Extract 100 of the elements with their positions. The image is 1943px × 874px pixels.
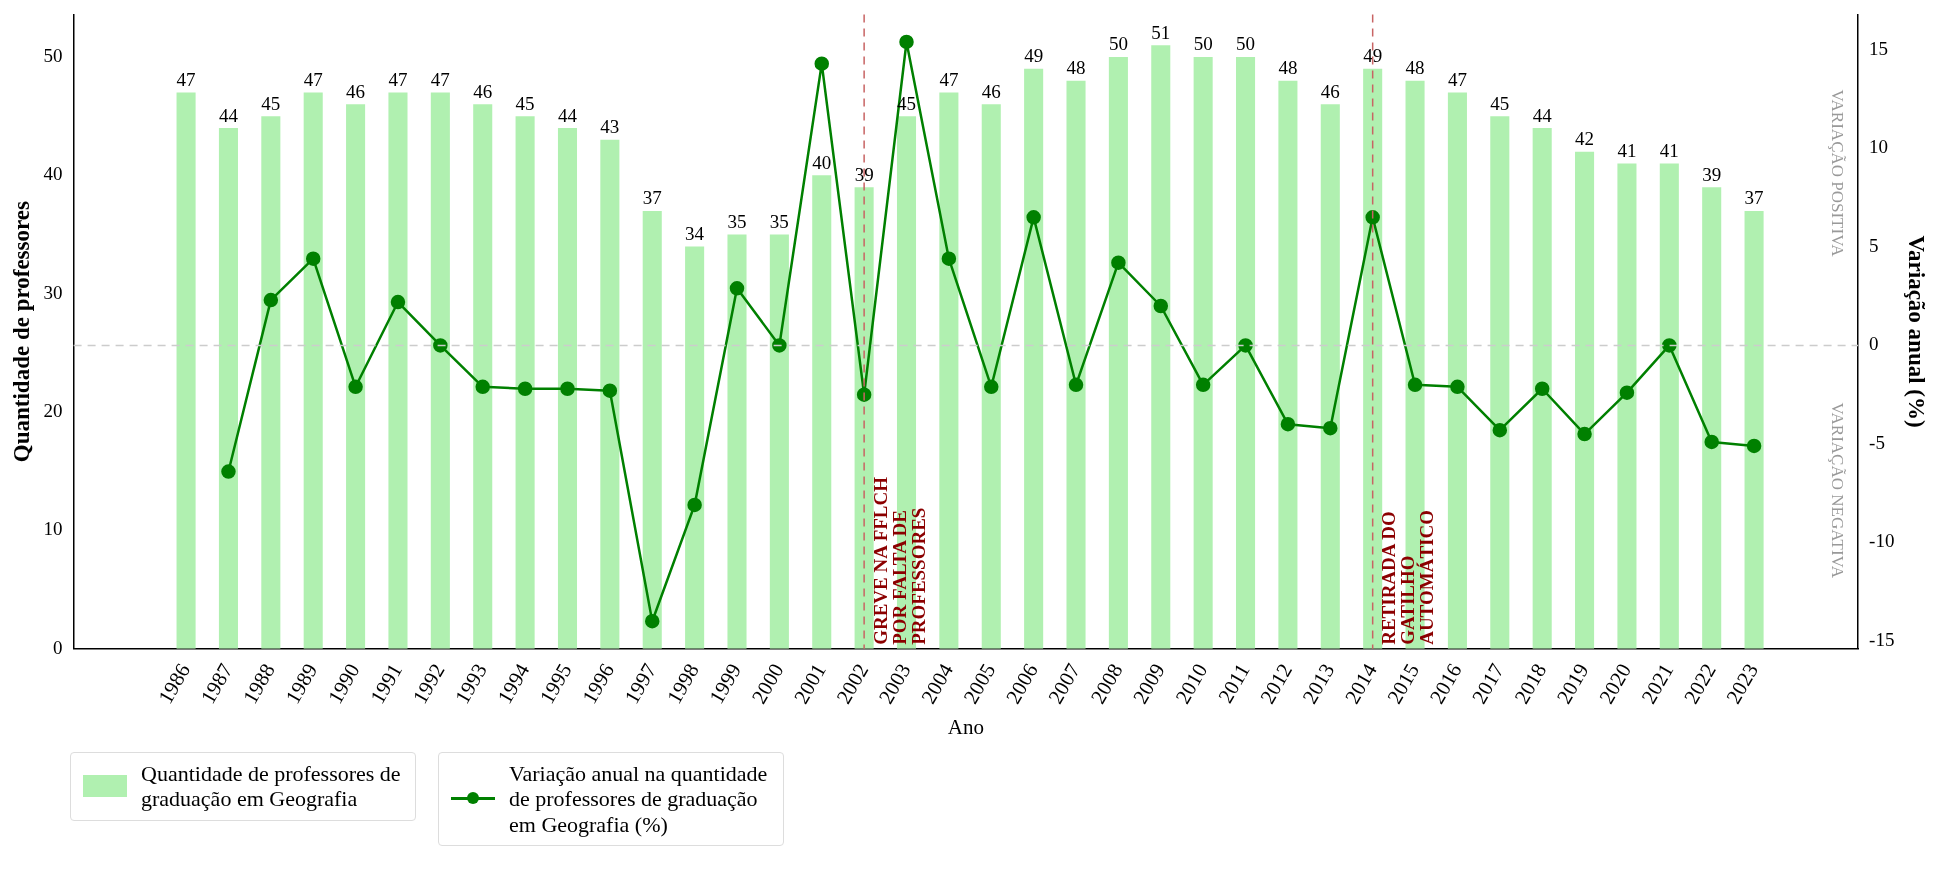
data-label: 37	[642, 187, 662, 209]
point	[1068, 377, 1084, 393]
data-label: 47	[939, 69, 959, 90]
point	[305, 251, 321, 266]
data-label: 42	[1575, 128, 1595, 150]
bar	[1447, 92, 1467, 649]
point	[1365, 210, 1380, 225]
bar	[642, 210, 662, 649]
bar	[1490, 116, 1510, 649]
point	[1450, 379, 1465, 395]
bar	[176, 92, 196, 649]
point	[941, 251, 957, 266]
bar	[218, 128, 238, 649]
data-label: 35	[769, 211, 789, 233]
point	[1026, 210, 1041, 225]
bar	[939, 92, 959, 649]
data-label: 45	[261, 92, 281, 114]
ref-line-label: RETIRADA DO GATILHO AUTOMÁTICO	[1378, 510, 1438, 645]
x-axis-title: Ano	[947, 714, 984, 739]
point	[517, 381, 533, 396]
data-label: 46	[1320, 80, 1340, 102]
data-label: 44	[557, 104, 578, 126]
y-tick-label: 10	[43, 518, 63, 540]
bar	[1320, 104, 1340, 649]
point	[1323, 420, 1338, 436]
point	[729, 281, 745, 296]
point	[390, 294, 406, 310]
data-label: 49	[1363, 45, 1383, 67]
bar	[1363, 68, 1383, 649]
data-label: 44	[1532, 104, 1553, 126]
data-label: 48	[1066, 57, 1086, 79]
data-label: 47	[176, 69, 196, 90]
bar	[727, 234, 747, 649]
data-label: 34	[685, 222, 705, 244]
data-label: 47	[303, 69, 323, 90]
data-label: 50	[1193, 33, 1213, 55]
point	[1280, 416, 1296, 432]
point	[1195, 377, 1211, 393]
bar	[1617, 163, 1637, 649]
data-label: 39	[1702, 163, 1722, 185]
data-label: 40	[812, 151, 832, 173]
bar	[1193, 57, 1213, 649]
y2-tick-label: 10	[1869, 136, 1889, 158]
point	[1111, 255, 1126, 270]
bar	[1702, 187, 1722, 649]
y2-tick-label: -15	[1869, 628, 1895, 650]
bar	[1236, 57, 1256, 649]
data-label: 44	[218, 104, 239, 126]
bar	[1108, 57, 1128, 649]
point	[221, 464, 236, 479]
text: VARIAÇÃO NEGATIVA	[1827, 402, 1847, 579]
point	[984, 379, 999, 395]
bar	[346, 104, 366, 649]
data-label: 50	[1108, 33, 1128, 55]
y2-tick-label: -5	[1869, 431, 1885, 453]
legend-label: Quantidade de professores de graduação em Geografia	[141, 761, 402, 812]
bar	[1278, 80, 1298, 649]
bar	[473, 104, 493, 649]
point	[348, 379, 363, 395]
y2-tick-label: 15	[1869, 37, 1889, 59]
bar	[430, 92, 450, 649]
y2-tick-label: 5	[1869, 234, 1879, 256]
data-label: 47	[430, 69, 450, 90]
point	[644, 613, 660, 629]
data-label: 41	[1659, 140, 1679, 162]
y-tick-label: 40	[43, 163, 63, 185]
point	[1577, 426, 1592, 442]
data-label: 45	[1490, 92, 1510, 114]
point	[433, 338, 448, 353]
data-label: 47	[388, 69, 408, 90]
point	[1746, 438, 1762, 454]
legend-label: Variação anual na quantidade de professores de graduação em Geografia (%)	[509, 761, 769, 837]
bar	[600, 139, 620, 649]
y-axis-title: Quantidade de professores	[8, 201, 34, 463]
point	[1534, 381, 1550, 396]
y2-tick-label: -10	[1869, 530, 1895, 552]
data-label: 48	[1278, 57, 1298, 79]
bar	[1066, 80, 1086, 649]
bar	[769, 234, 789, 649]
data-label: 41	[1617, 140, 1637, 162]
bar	[1151, 45, 1171, 649]
data-label: 46	[473, 80, 493, 102]
data-label: 47	[1447, 69, 1467, 90]
data-label: 51	[1151, 21, 1171, 43]
point	[814, 56, 829, 71]
bar	[388, 92, 408, 649]
bar	[1575, 151, 1595, 649]
data-label: 46	[981, 80, 1001, 102]
y2-axis-title: Variação anual (%)	[1904, 235, 1930, 428]
point	[1704, 434, 1719, 450]
ref-line-label: GREVE NA FFLCH POR FALTA DE PROFESSORES	[869, 476, 929, 645]
point	[602, 383, 618, 398]
data-label: 48	[1405, 57, 1425, 79]
data-label: 49	[1024, 45, 1044, 67]
bar	[812, 175, 832, 649]
bar	[1024, 68, 1044, 649]
bar	[1744, 210, 1764, 649]
data-label: 45	[515, 92, 535, 114]
bar	[557, 128, 578, 649]
data-label: 50	[1236, 33, 1256, 55]
